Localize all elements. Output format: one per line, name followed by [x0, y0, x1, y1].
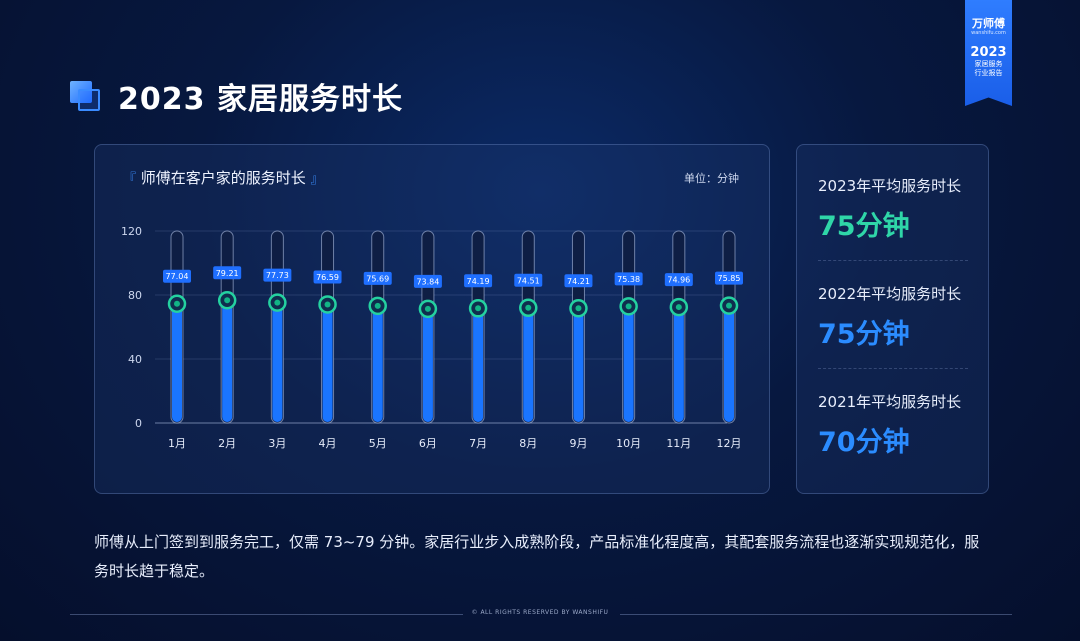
- data-label-bg: [715, 271, 743, 285]
- bar: [623, 302, 634, 422]
- bar-marker-dot: [726, 302, 732, 309]
- data-label: 74.51: [517, 276, 540, 285]
- bar-marker-dot: [274, 299, 281, 306]
- data-label: 77.04: [166, 272, 189, 281]
- footer-copyright: © ALL RIGHTS RESERVED BY WANSHIFU: [471, 609, 609, 616]
- bar: [272, 298, 283, 422]
- data-label: 74.96: [667, 276, 690, 285]
- data-label: 79.21: [216, 269, 239, 278]
- bar: [473, 304, 484, 422]
- bracket-open-icon: 『: [123, 172, 137, 187]
- x-tick-label: 9月: [569, 437, 587, 450]
- brand-logo: 万师傅: [972, 17, 1005, 30]
- bar-marker-dot: [625, 303, 632, 310]
- stat-label: 2021年平均服务时长: [818, 393, 962, 411]
- data-label-bg: [263, 268, 292, 282]
- x-tick-label: 5月: [369, 437, 387, 450]
- stat-label: 2023年平均服务时长: [818, 177, 962, 195]
- chart-unit: 单位：分钟: [684, 172, 739, 185]
- chart-title-text: 师傅在客户家的服务时长: [140, 169, 306, 187]
- data-label: 75.38: [617, 275, 640, 284]
- footer-divider-left: [70, 614, 463, 615]
- bar-marker-dot: [575, 305, 582, 312]
- data-label-bg: [213, 266, 242, 280]
- data-label: 74.21: [567, 277, 590, 286]
- bar-marker-dot: [525, 304, 532, 311]
- stat-2022: 2022年平均服务时长 75分钟: [818, 283, 961, 351]
- divider: [818, 260, 968, 261]
- brand-badge: 万师傅 wanshifu.com 2023 家居服务 行业报告: [965, 0, 1012, 106]
- bar-marker-dot: [174, 300, 180, 307]
- brand-subtitle-1: 家居服务: [974, 60, 1003, 68]
- data-label: 73.84: [416, 277, 439, 286]
- bar: [523, 303, 534, 422]
- title-square-icon: [70, 81, 100, 111]
- stat-value: 75分钟: [818, 211, 910, 242]
- bar: [322, 300, 333, 422]
- brand-subtitle-2: 行业报告: [974, 69, 1003, 77]
- data-label: 74.19: [467, 277, 490, 286]
- data-label-bg: [413, 274, 442, 288]
- stat-value: 75分钟: [818, 319, 910, 350]
- data-label-bg: [514, 273, 543, 287]
- bar-marker-dot: [424, 305, 431, 312]
- x-tick-label: 7月: [469, 437, 487, 450]
- x-tick-label: 8月: [519, 437, 537, 450]
- bar: [372, 301, 383, 422]
- divider: [818, 368, 968, 369]
- data-label-bg: [313, 270, 342, 284]
- bar: [422, 304, 433, 422]
- bar-marker-dot: [475, 305, 482, 312]
- stat-value: 70分钟: [818, 427, 910, 458]
- header: 2023 家居服务时长: [70, 74, 403, 118]
- data-label-bg: [614, 272, 643, 286]
- y-tick-label: 0: [135, 417, 142, 430]
- bracket-close-icon: 』: [310, 172, 324, 187]
- stat-2023: 2023年平均服务时长 75分钟: [818, 175, 961, 243]
- x-tick-label: 1月: [168, 437, 186, 450]
- data-label: 76.59: [316, 273, 339, 282]
- bar-marker-dot: [224, 297, 231, 304]
- data-label-bg: [464, 274, 493, 288]
- data-label-bg: [363, 271, 392, 285]
- chart-title: 『 师傅在客户家的服务时长 』: [123, 167, 324, 188]
- data-label: 75.69: [366, 274, 389, 283]
- bar-marker-dot: [324, 301, 331, 308]
- page-title: 2023 家居服务时长: [118, 82, 403, 117]
- brand-site: wanshifu.com: [971, 30, 1006, 36]
- data-label-bg: [564, 274, 593, 288]
- bar: [673, 303, 684, 422]
- footer-divider-right: [620, 614, 1012, 615]
- data-label: 75.85: [718, 274, 741, 283]
- summary-text: 师傅从上门签到到服务完工，仅需 73~79 分钟。家居行业步入成熟阶段，产品标准…: [94, 533, 980, 580]
- x-tick-label: 4月: [319, 437, 337, 450]
- brand-year: 2023: [970, 45, 1007, 60]
- bar: [573, 304, 584, 422]
- x-tick-label: 11月: [666, 437, 691, 450]
- data-label-bg: [664, 273, 693, 287]
- stat-2021: 2021年平均服务时长 70分钟: [818, 391, 961, 459]
- bar: [172, 299, 182, 422]
- y-tick-label: 40: [128, 353, 142, 366]
- bar: [222, 296, 233, 422]
- bar-marker-dot: [675, 304, 682, 311]
- y-tick-label: 80: [128, 289, 142, 302]
- stats-panel: 2023年平均服务时长 75分钟 2022年平均服务时长 75分钟 2021年平…: [796, 144, 989, 494]
- y-tick-label: 120: [121, 225, 142, 238]
- bar-marker-dot: [374, 302, 381, 309]
- x-tick-label: 3月: [268, 437, 286, 450]
- chart-panel: 0 40 80 120 77.04 1月 79.21 2月 77.73 3月 76.59 4月 75.6…: [94, 144, 770, 494]
- bar: [724, 301, 734, 422]
- x-tick-label: 2月: [218, 437, 236, 450]
- data-label: 77.73: [266, 271, 289, 280]
- bar-chart: 0 40 80 120 77.04 1月 79.21 2月 77.73 3月 76.59 4月 75.6…: [121, 225, 743, 450]
- x-tick-label: 10月: [616, 437, 641, 450]
- x-tick-label: 6月: [419, 437, 437, 450]
- stat-label: 2022年平均服务时长: [818, 285, 962, 303]
- x-tick-label: 12月: [717, 437, 742, 450]
- data-label-bg: [163, 269, 191, 283]
